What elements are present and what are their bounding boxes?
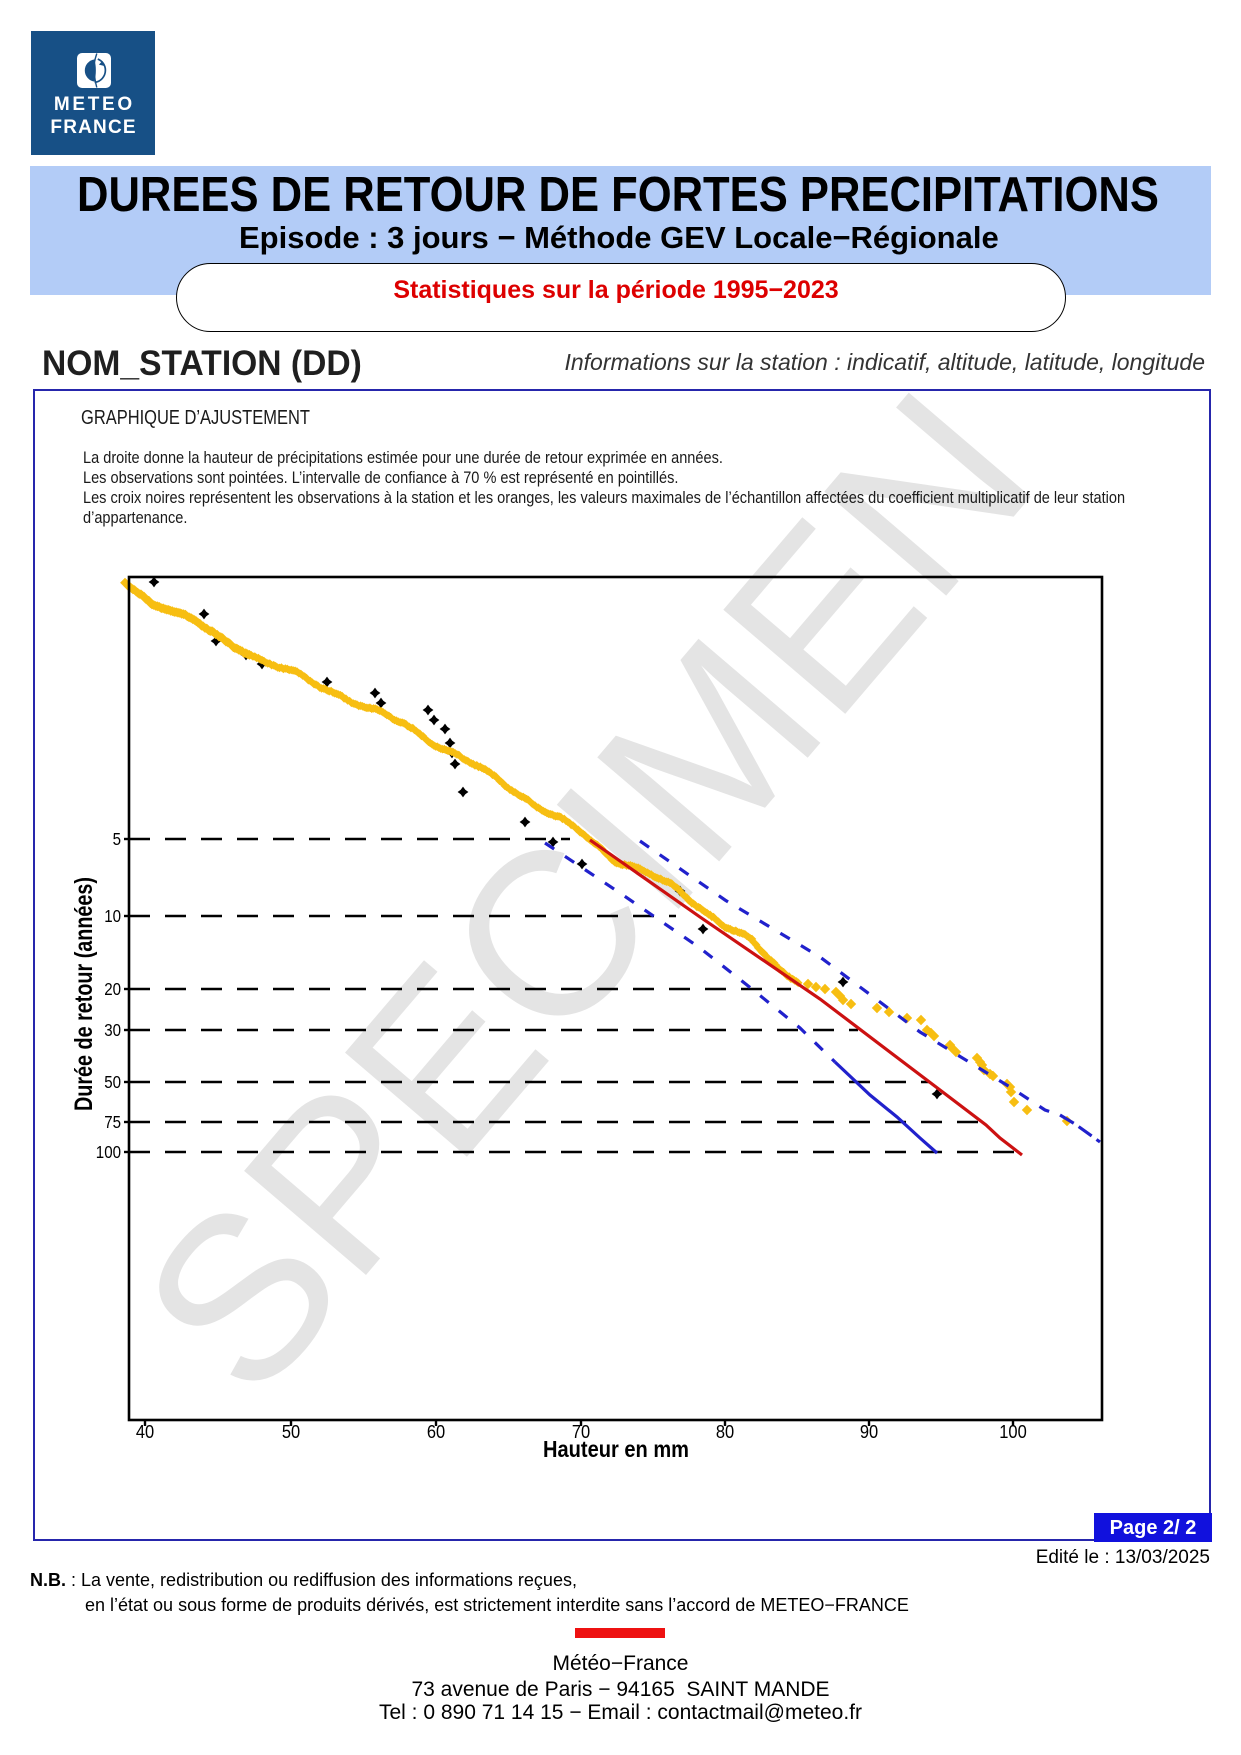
- svg-text:50: 50: [104, 1072, 121, 1092]
- svg-text:50: 50: [282, 1422, 300, 1442]
- svg-text:20: 20: [104, 979, 121, 999]
- svg-text:60: 60: [427, 1422, 445, 1442]
- svg-text:40: 40: [136, 1422, 154, 1442]
- svg-text:30: 30: [104, 1020, 121, 1040]
- svg-text:Durée de retour (années): Durée de retour (années): [70, 877, 98, 1111]
- svg-text:70: 70: [572, 1422, 590, 1442]
- svg-text:80: 80: [716, 1422, 734, 1442]
- svg-text:Hauteur en mm: Hauteur en mm: [543, 1436, 689, 1462]
- svg-text:90: 90: [860, 1422, 878, 1442]
- svg-text:75: 75: [104, 1112, 121, 1132]
- svg-text:10: 10: [104, 906, 121, 926]
- svg-text:5: 5: [113, 829, 121, 849]
- svg-text:100: 100: [96, 1142, 121, 1162]
- svg-text:100: 100: [999, 1422, 1027, 1442]
